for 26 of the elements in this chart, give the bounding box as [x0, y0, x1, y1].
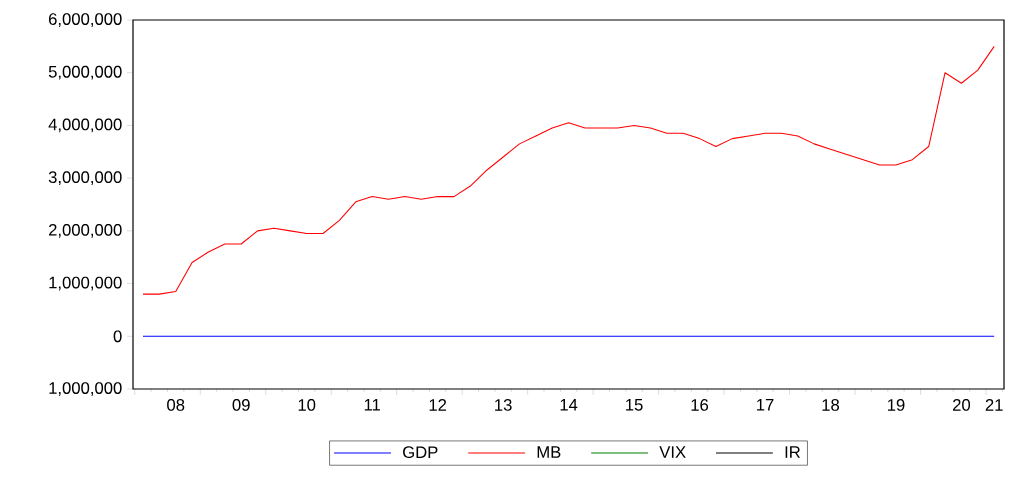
y-tick-label: 2,000,000 — [48, 223, 122, 238]
y-tick-label: 6,000,000 — [48, 13, 122, 27]
x-tick-label: 14 — [560, 399, 578, 411]
x-tick-label: 17 — [757, 399, 774, 411]
x-tick-label: 20 — [953, 399, 971, 411]
legend-label: IR — [785, 446, 801, 458]
y-tick-label: 0 — [113, 330, 122, 343]
x-tick-label: 11 — [364, 399, 380, 411]
legend-label: MB — [537, 446, 561, 458]
x-tick-label: 19 — [887, 399, 905, 411]
y-tick-label: 5,000,000 — [48, 65, 122, 80]
y-tick-label: 1,000,000 — [49, 276, 122, 291]
x-tick-label: 09 — [232, 399, 250, 411]
x-tick-label: 21 — [985, 399, 1003, 411]
x-tick-label: 08 — [167, 399, 185, 411]
y-tick-label: 3,000,000 — [48, 171, 122, 186]
x-tick-label: 16 — [691, 399, 709, 411]
x-tick-label: 12 — [429, 399, 447, 411]
x-tick-label: 18 — [822, 399, 840, 411]
x-tick-label: 10 — [298, 399, 316, 411]
x-tick-label: 13 — [495, 399, 512, 411]
legend-label: GDP — [403, 446, 438, 459]
legend-label: VIX — [659, 446, 686, 458]
y-tick-label: 4,000,000 — [48, 118, 122, 133]
x-tick-label: 15 — [626, 399, 643, 411]
y-tick-label: 1,000,000 — [49, 382, 122, 396]
